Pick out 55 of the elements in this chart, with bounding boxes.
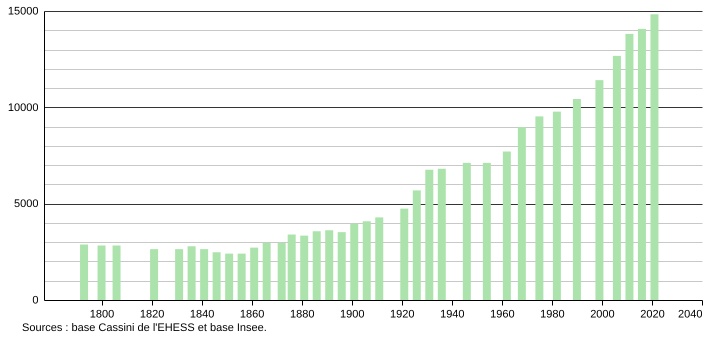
- bar: [502, 151, 511, 300]
- x-tick-label: 1960: [490, 308, 515, 320]
- bar: [80, 244, 88, 300]
- bar: [288, 234, 296, 300]
- x-tick-label: 1860: [240, 308, 264, 320]
- bar: [250, 248, 258, 300]
- bar: [238, 254, 246, 300]
- x-tick-label: 1980: [540, 308, 565, 320]
- bar: [350, 224, 358, 300]
- x-tick-label: 2040: [678, 308, 702, 320]
- bar: [225, 254, 234, 300]
- bar: [650, 14, 658, 300]
- bar: [438, 168, 446, 300]
- bar: [572, 99, 581, 300]
- bar: [535, 116, 544, 300]
- bar: [188, 246, 196, 300]
- bar: [595, 80, 604, 300]
- x-tick-label: 1800: [90, 308, 114, 320]
- bar: [625, 34, 634, 300]
- bar: [400, 208, 408, 300]
- bar: [482, 162, 491, 300]
- x-tick-label: 1900: [340, 308, 364, 320]
- bar: [262, 242, 271, 300]
- x-tick-label: 1940: [440, 308, 465, 320]
- bar: [212, 252, 221, 300]
- y-tick-label: 0: [32, 294, 38, 306]
- bar: [112, 245, 121, 300]
- x-tick-label: 2020: [640, 308, 665, 320]
- bar: [150, 249, 158, 300]
- bar: [300, 236, 308, 300]
- bar: [200, 249, 208, 300]
- bar: [375, 217, 384, 300]
- x-tick-label: 1880: [290, 308, 314, 320]
- bar: [462, 162, 471, 300]
- x-tick-label: 1840: [190, 308, 214, 320]
- source-note: Sources : base Cassini de l'EHESS et base Insee.: [22, 322, 267, 334]
- bar: [362, 221, 371, 300]
- bar: [98, 245, 106, 300]
- bar: [552, 112, 561, 300]
- bar: [278, 242, 286, 300]
- bar: [412, 190, 421, 300]
- x-tick-label: 2000: [590, 308, 615, 320]
- bar: [518, 127, 526, 300]
- bar: [338, 232, 346, 300]
- y-tick-label: 5000: [14, 198, 38, 210]
- x-tick-label: 1820: [140, 308, 164, 320]
- y-tick-label: 10000: [8, 102, 38, 114]
- bar: [638, 28, 646, 300]
- bar: [425, 170, 434, 300]
- bar: [325, 230, 334, 300]
- x-tick-label: 1920: [390, 308, 415, 320]
- y-tick-label: 15000: [8, 6, 38, 18]
- bar: [312, 231, 321, 300]
- bar: [175, 249, 184, 300]
- bar: [612, 56, 621, 300]
